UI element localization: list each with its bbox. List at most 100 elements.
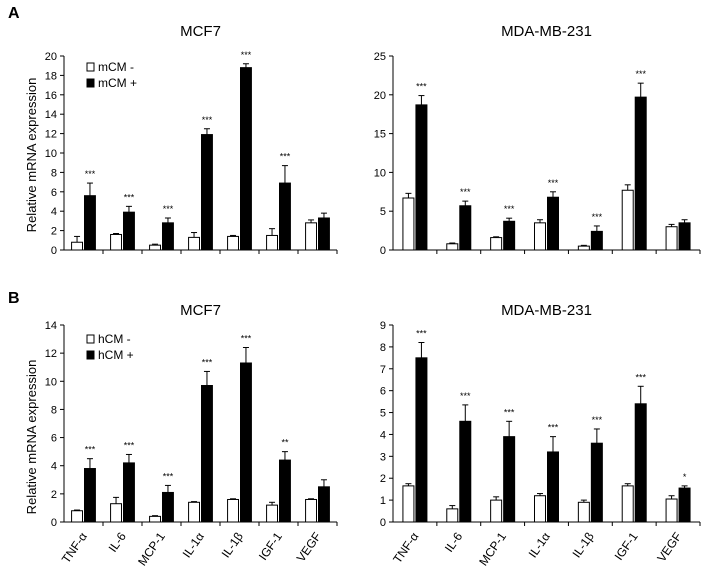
legend-b-label-minus: hCM - xyxy=(98,332,131,346)
legend-a-label-minus: mCM - xyxy=(98,60,134,74)
bar-plus xyxy=(547,451,559,523)
bar-minus xyxy=(402,197,415,251)
bar-plus xyxy=(123,462,135,523)
category-label: IL-1α xyxy=(526,530,553,561)
bar-plus xyxy=(162,222,174,251)
category-label: MCP-1 xyxy=(135,529,168,568)
legend-a-swatch-minus xyxy=(86,62,95,72)
y-tick-label: 2 xyxy=(380,473,386,485)
chart-A-MDA: MDA-MB-231 0 5 10 15 20 25 *** *** *** *** *** *** xyxy=(374,23,701,257)
legend-a: mCM - mCM + xyxy=(86,60,137,90)
bar-plus xyxy=(547,196,559,251)
y-tick-label: 4 xyxy=(51,206,57,218)
bar-minus xyxy=(490,499,503,523)
bar-minus xyxy=(665,226,678,251)
bar-minus xyxy=(149,515,162,523)
category-label: VEGF xyxy=(294,530,324,565)
significance-label: *** xyxy=(163,204,174,214)
bar-plus xyxy=(201,385,213,523)
significance-label: *** xyxy=(460,391,471,401)
bar-minus xyxy=(266,234,278,251)
category-label: IGF-1 xyxy=(612,529,641,562)
y-tick-label: 14 xyxy=(45,320,57,332)
category-label: TNF-α xyxy=(390,530,421,566)
y-tick-label: 3 xyxy=(380,451,386,463)
legend-a-label-plus: mCM + xyxy=(98,76,137,90)
bar-minus xyxy=(227,235,240,251)
y-tick-label: 2 xyxy=(51,226,57,238)
y-tick-label: 5 xyxy=(380,408,386,420)
bar-plus xyxy=(634,403,647,523)
bar-plus xyxy=(84,468,96,523)
y-tick-label: 15 xyxy=(374,129,386,141)
bar-minus xyxy=(621,485,634,523)
significance-label: *** xyxy=(504,407,515,417)
bar-minus xyxy=(534,495,546,523)
y-tick-label: 8 xyxy=(380,342,386,354)
y-tick-label: 2 xyxy=(51,489,57,501)
category-label: TNF-α xyxy=(59,530,90,566)
bar-minus xyxy=(402,485,415,523)
y-tick-label: 6 xyxy=(380,386,386,398)
bar-minus xyxy=(188,501,201,523)
y-tick-label: 4 xyxy=(380,429,386,441)
bar-minus xyxy=(149,244,162,251)
significance-label: *** xyxy=(85,445,96,455)
bar-plus xyxy=(240,362,252,523)
significance-label: *** xyxy=(416,329,427,339)
bar-plus xyxy=(279,459,291,523)
significance-label: *** xyxy=(592,212,603,222)
bar-minus xyxy=(621,189,634,251)
chart-title: MDA-MB-231 xyxy=(501,302,592,319)
bar-plus xyxy=(240,67,252,251)
bar-plus xyxy=(503,220,516,251)
bar-minus xyxy=(71,510,84,523)
category-label: IL-6 xyxy=(106,529,130,554)
significance-label: *** xyxy=(548,178,559,188)
y-tick-label: 0 xyxy=(380,245,386,257)
significance-label: *** xyxy=(163,471,174,481)
y-tick-label: 25 xyxy=(374,51,386,63)
significance-label: *** xyxy=(592,415,603,425)
significance-label: *** xyxy=(280,152,291,162)
y-tick-label: 9 xyxy=(380,320,386,332)
bar-plus xyxy=(318,486,330,523)
category-label: IL-6 xyxy=(442,529,466,554)
chart-title: MCF7 xyxy=(180,302,221,319)
significance-label: *** xyxy=(124,440,135,450)
category-label: VEGF xyxy=(654,530,684,565)
category-label: IL-1β xyxy=(570,530,597,561)
category-label: IGF-1 xyxy=(256,529,285,562)
y-tick-label: 8 xyxy=(51,167,57,179)
bar-minus xyxy=(665,498,678,523)
bar-minus xyxy=(305,498,317,523)
bar-plus xyxy=(279,182,291,251)
bar-minus xyxy=(71,241,84,251)
y-tick-label: 7 xyxy=(380,364,386,376)
chart-B-MDA: MDA-MB-231 0 1 2 3 4 5 6 7 8 9 *** TNF-α *** IL-6 *** MC… xyxy=(380,302,701,568)
bar-plus xyxy=(318,217,330,251)
bar-minus xyxy=(446,508,459,523)
y-tick-label: 0 xyxy=(380,517,386,529)
chart-title: MDA-MB-231 xyxy=(501,23,592,40)
bar-plus xyxy=(503,436,516,523)
bar-minus xyxy=(305,222,317,251)
y-axis-label-b: Relative mRNA expression xyxy=(24,360,39,515)
y-tick-label: 6 xyxy=(51,433,57,445)
bar-plus xyxy=(201,134,213,251)
significance-label: *** xyxy=(85,169,96,179)
bar-minus xyxy=(534,222,546,251)
bar-plus xyxy=(590,230,603,251)
bar-plus xyxy=(459,420,472,523)
y-tick-label: 12 xyxy=(45,348,57,360)
y-tick-label: 20 xyxy=(374,90,386,102)
y-tick-label: 5 xyxy=(380,206,386,218)
y-axis-label-a: Relative mRNA expression xyxy=(24,78,39,233)
significance-label: *** xyxy=(241,50,252,60)
y-tick-label: 0 xyxy=(51,517,57,529)
significance-label: *** xyxy=(241,334,252,344)
significance-label: *** xyxy=(548,423,559,433)
y-tick-label: 16 xyxy=(45,90,57,102)
significance-label: *** xyxy=(416,82,427,92)
significance-label: *** xyxy=(460,187,471,197)
